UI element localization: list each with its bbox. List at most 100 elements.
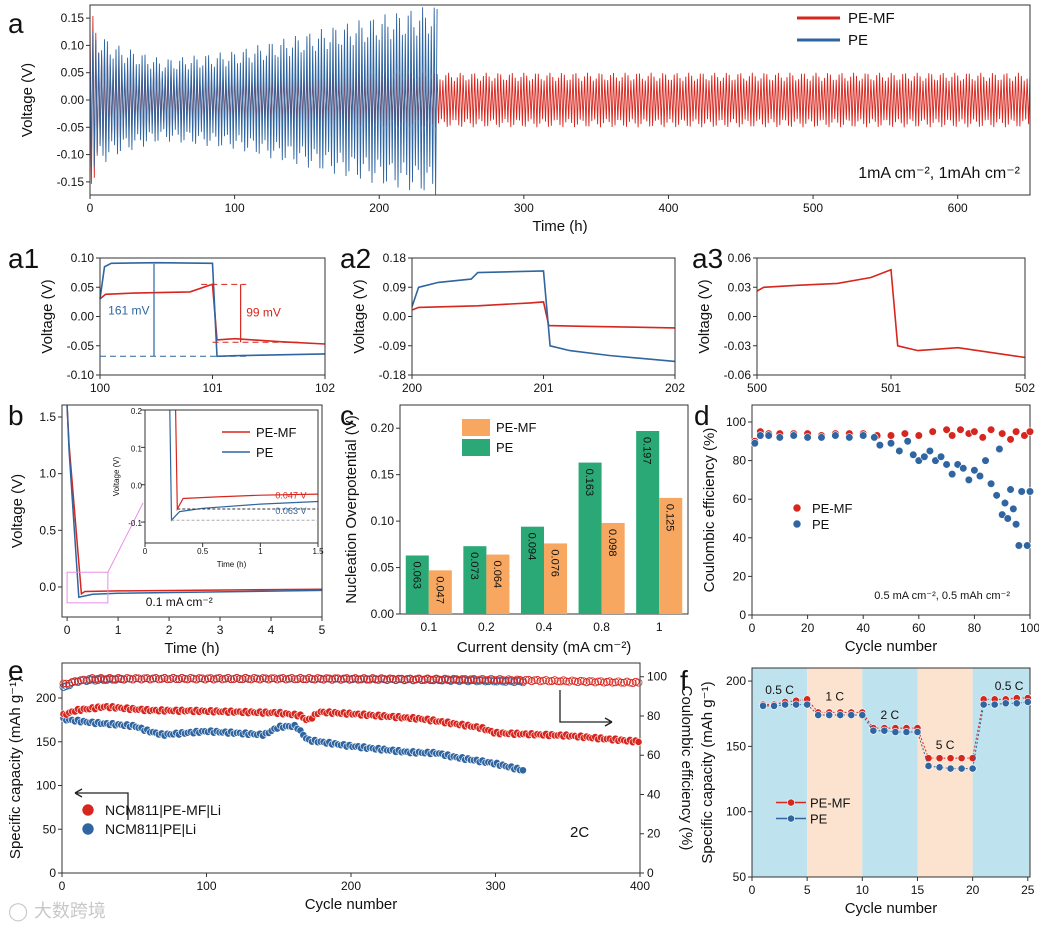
legend-swatch — [462, 439, 490, 456]
panel-label: e — [8, 655, 24, 686]
x-tick-label: 201 — [533, 381, 553, 395]
y-right-tick-label: 60 — [647, 748, 661, 762]
x-axis-label: Cycle number — [845, 900, 938, 917]
ce-point — [131, 674, 140, 683]
data-point — [1020, 431, 1029, 440]
x-tick-label: 202 — [665, 381, 685, 395]
data-point — [789, 431, 798, 440]
data-point — [935, 763, 944, 772]
data-point — [836, 711, 845, 719]
ce-point — [299, 675, 308, 683]
y-tick-label: 80 — [733, 454, 747, 468]
ce-point — [154, 675, 163, 684]
ce-point — [608, 678, 617, 687]
ce-point — [441, 674, 449, 683]
y-axis-label: Specific capacity (mAh g⁻¹) — [7, 677, 24, 859]
data-point — [957, 754, 966, 763]
current-annotation: 0.1 mA cm⁻² — [146, 595, 213, 609]
y-tick-label: -0.06 — [724, 368, 752, 382]
y-tick-label: -0.15 — [57, 175, 85, 189]
y-tick-label: 0.05 — [371, 561, 395, 575]
data-point — [956, 425, 965, 434]
data-point — [970, 427, 979, 436]
x-axis-label: Cycle number — [845, 638, 938, 655]
ce-point — [539, 676, 548, 685]
bar-pe-mf — [486, 554, 510, 614]
ce-point — [267, 674, 276, 683]
y-axis-label: Coulombic efficiency (%) — [701, 428, 718, 593]
ce-point — [85, 674, 94, 683]
data-point — [870, 433, 879, 442]
inset-series-pe-mf — [175, 409, 319, 512]
x-tick-label: 0.4 — [536, 620, 553, 634]
data-point — [817, 433, 826, 442]
ce-point — [114, 674, 123, 682]
ce-point — [458, 675, 467, 683]
ce-point — [117, 674, 126, 683]
ce-point — [472, 676, 481, 685]
x-tick-label: 200 — [341, 879, 361, 893]
x-tick-label: 100 — [196, 879, 216, 893]
ce-point — [235, 675, 244, 683]
data-point — [935, 754, 944, 763]
data-point — [995, 444, 1004, 454]
rate-label: 0.5 C — [995, 679, 1024, 693]
data-point — [1012, 699, 1021, 708]
data-point — [895, 446, 904, 456]
data-point — [942, 425, 951, 434]
x-tick-label: 5 — [319, 623, 326, 637]
y-tick-label: 150 — [726, 739, 746, 753]
bar-pe — [578, 462, 602, 614]
x-tick-label: 300 — [514, 201, 534, 215]
data-point — [787, 798, 795, 807]
ce-point — [290, 675, 299, 684]
series-pe — [66, 405, 323, 599]
ce-point — [316, 674, 325, 683]
data-point — [957, 764, 966, 773]
data-point — [914, 431, 923, 440]
rate-label: 5 C — [936, 738, 955, 752]
ce-point — [227, 675, 235, 684]
y-axis-label: Nucleation Overpotential (V) — [343, 415, 360, 603]
data-point — [1011, 520, 1021, 529]
ce-point — [282, 675, 290, 684]
bar-value-label: 0.073 — [468, 552, 480, 580]
ce-point — [345, 675, 354, 684]
panel-label: a — [8, 8, 24, 39]
ce-point — [594, 677, 602, 686]
x-tick-label: 2 — [166, 623, 173, 637]
legend-label: PE — [256, 445, 274, 460]
ce-point — [244, 674, 253, 683]
ce-point — [123, 674, 131, 682]
bar-pe-mf — [544, 543, 568, 614]
x-tick-label: 1.5 — [312, 547, 324, 556]
y-tick-label: 0.1 — [131, 444, 143, 453]
data-point — [924, 762, 933, 770]
rate-label: 2 C — [881, 708, 900, 722]
y-tick-label: -0.03 — [724, 339, 752, 353]
panel-label: f — [680, 665, 688, 696]
ce-point — [163, 675, 172, 684]
y-right-tick-label: 100 — [647, 670, 667, 684]
y-tick-label: 0.06 — [728, 251, 752, 265]
ce-point — [371, 675, 380, 683]
data-point — [831, 431, 840, 440]
ce-point — [553, 677, 562, 686]
data-point — [859, 431, 868, 440]
y-axis-label: Voltage (V) — [39, 279, 56, 353]
data-point — [990, 700, 999, 709]
data-point — [946, 764, 955, 773]
x-tick-label: 10 — [856, 883, 870, 897]
ce-point — [221, 674, 230, 683]
x-tick-label: 25 — [1021, 883, 1035, 897]
data-point — [946, 754, 955, 763]
y-tick-label: 0.10 — [371, 514, 395, 528]
bar-value-label: 0.125 — [664, 504, 676, 532]
zoom-connector — [107, 502, 144, 573]
x-tick-label: 0.8 — [593, 620, 610, 634]
ce-point — [513, 675, 522, 684]
y-axis-label: Voltage (V) — [112, 456, 121, 496]
ce-point — [322, 674, 331, 683]
y-tick-label: 150 — [36, 735, 56, 749]
ce-point — [100, 675, 108, 684]
